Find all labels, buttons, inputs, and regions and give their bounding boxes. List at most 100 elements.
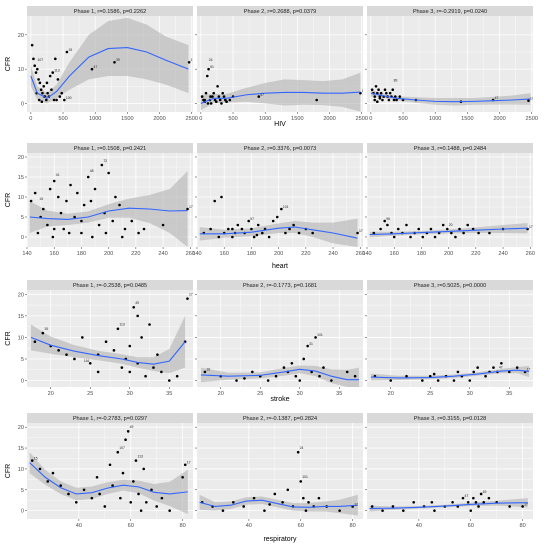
- data-point: [48, 74, 52, 78]
- data-point: [374, 84, 378, 88]
- data-point: [187, 60, 191, 64]
- point-label: 39: [116, 58, 120, 62]
- data-point: [144, 374, 147, 378]
- x-tick-label: 20: [48, 391, 54, 397]
- data-point: [222, 95, 226, 98]
- point-label: 47: [495, 96, 499, 100]
- facet-title-r4c3: Phase 3, r=0.3155, p=0.0128: [414, 416, 486, 422]
- x-tick-label: 80: [520, 523, 526, 529]
- facet-title-r3c3: Phase 3, r=0.5025, p=0.0000: [414, 283, 486, 289]
- data-point: [55, 98, 58, 102]
- data-point: [90, 496, 94, 500]
- grid-r4c2: [197, 423, 363, 519]
- facet-title-r4c2: Phase 2, r=-0.1387, p=0.2824: [243, 416, 317, 422]
- data-point: [139, 509, 143, 512]
- x-tick-label: 200: [274, 251, 283, 257]
- point-label: 17: [529, 225, 533, 229]
- y-axis-title-row-4: CFR: [5, 464, 12, 478]
- data-point: [456, 370, 460, 374]
- data-point: [126, 430, 130, 433]
- data-point: [373, 98, 377, 102]
- x-tick-label: 260: [356, 251, 365, 257]
- data-point: [51, 471, 55, 475]
- data-point: [472, 370, 476, 374]
- data-point: [98, 492, 101, 496]
- x-tick-label: 35: [336, 391, 342, 397]
- data-point: [59, 484, 63, 487]
- data-point: [119, 496, 122, 500]
- y-axis-title-row-1: CFR: [5, 57, 12, 71]
- point-label: 17: [191, 58, 195, 62]
- data-point: [46, 91, 49, 95]
- point-label: 101: [317, 333, 323, 337]
- data-point: [252, 496, 256, 500]
- x-tick-label: 240: [158, 251, 167, 257]
- y-tick-label: 0: [21, 101, 24, 107]
- data-point: [168, 509, 171, 512]
- facet-strip-r2c1: [27, 143, 193, 153]
- x-tick-label: 25: [257, 391, 263, 397]
- data-point: [314, 336, 317, 339]
- data-point: [466, 501, 470, 504]
- data-point: [252, 235, 256, 239]
- facet-strip-r1c2: [197, 6, 363, 16]
- point-label: 107: [119, 446, 125, 450]
- data-point: [263, 509, 266, 512]
- data-point: [284, 231, 287, 235]
- x-tick-label: 2000: [493, 116, 505, 122]
- data-point: [145, 501, 148, 504]
- data-point: [48, 187, 52, 191]
- data-point: [476, 366, 479, 369]
- data-point: [311, 231, 314, 235]
- data-point: [156, 353, 159, 356]
- facet-strip-r4c3: [367, 413, 533, 423]
- data-point: [152, 366, 155, 369]
- data-point: [302, 496, 305, 500]
- smooth-fit-line-r2c2: [199, 226, 358, 239]
- data-point: [186, 207, 189, 211]
- facet-strip-r3c1: [27, 280, 193, 290]
- data-point: [220, 102, 223, 105]
- data-point: [50, 88, 53, 92]
- data-point: [257, 95, 261, 98]
- data-point: [417, 227, 421, 231]
- point-label: 48: [90, 169, 94, 173]
- x-tick-label: 35: [166, 391, 172, 397]
- data-point: [82, 488, 86, 492]
- facet-title-r2c1: Phase 1, r=0.1508, p=0.2421: [74, 146, 146, 152]
- x-tick-label: 2500: [185, 116, 197, 122]
- data-point: [383, 219, 386, 223]
- plot-layer-r4c3: 49 17 47: [369, 490, 528, 512]
- x-tick-label: 140: [362, 251, 371, 257]
- data-point: [212, 91, 216, 95]
- data-point: [381, 98, 384, 102]
- point-label: 113: [54, 68, 60, 72]
- data-point: [373, 95, 377, 98]
- data-point: [394, 95, 397, 98]
- data-point: [217, 95, 221, 98]
- data-point: [93, 187, 97, 191]
- data-point: [134, 459, 138, 462]
- data-point: [160, 496, 164, 500]
- smooth-fit-line-r3c3: [370, 369, 530, 379]
- data-point: [116, 327, 120, 331]
- data-point: [275, 215, 279, 219]
- data-point: [429, 227, 433, 231]
- data-point: [63, 98, 66, 102]
- facet-title-r3c2: Phase 2, r=-0.1773, p=0.1681: [243, 283, 317, 289]
- data-point: [412, 501, 415, 504]
- smooth-fit-line-r2c3: [369, 227, 528, 236]
- data-point: [266, 379, 270, 382]
- point-label: 41: [56, 173, 60, 177]
- x-tick-label: 140: [22, 251, 31, 257]
- x-tick-label: 60: [298, 523, 304, 529]
- data-point: [32, 57, 35, 61]
- x-tick-label: 1000: [429, 116, 441, 122]
- data-point: [39, 88, 43, 92]
- data-point: [405, 374, 408, 378]
- x-tick-label: 200: [444, 251, 453, 257]
- data-point: [95, 475, 99, 479]
- y-tick-label: 0: [21, 235, 24, 241]
- smooth-fit-line-r1c1: [30, 46, 189, 99]
- data-point: [42, 207, 45, 211]
